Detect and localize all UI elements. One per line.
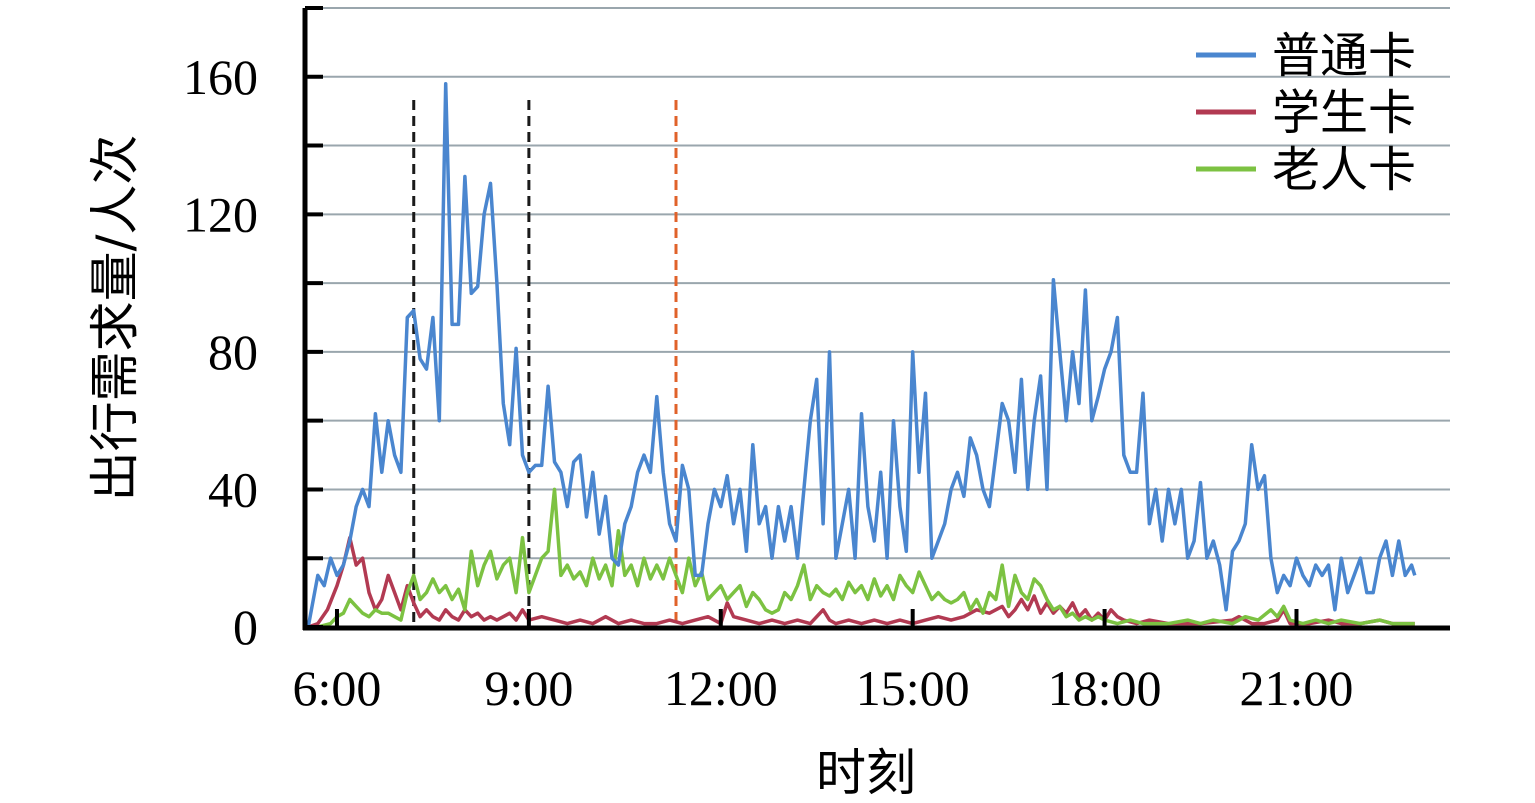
x-tick-label: 18:00 <box>1048 660 1162 716</box>
x-tick-label: 9:00 <box>484 660 573 716</box>
legend-label: 普通卡 <box>1272 28 1416 84</box>
x-tick-label: 12:00 <box>664 660 778 716</box>
y-ticks: 0 40 80 120 160 <box>183 6 323 655</box>
x-ticks: 6:00 9:00 12:00 15:00 18:00 21:00 <box>293 609 1354 716</box>
y-tick-label: 160 <box>183 49 258 105</box>
legend-label: 学生卡 <box>1272 85 1416 141</box>
x-tick-label: 6:00 <box>293 660 382 716</box>
y-tick-label: 120 <box>183 186 258 242</box>
x-tick-label: 21:00 <box>1240 660 1354 716</box>
x-axis-title: 时刻 <box>816 744 916 802</box>
legend-label: 老人卡 <box>1272 142 1416 198</box>
axes <box>302 8 1450 631</box>
y-tick-label: 80 <box>208 324 258 380</box>
y-tick-label: 0 <box>233 599 258 655</box>
series-line <box>308 487 1415 629</box>
series-line <box>307 535 1415 629</box>
y-tick-label: 40 <box>208 461 258 517</box>
reference-lines <box>412 100 678 627</box>
series-line <box>306 81 1417 628</box>
series-lines <box>306 81 1417 629</box>
x-tick-label: 15:00 <box>856 660 970 716</box>
y-axis-title: 出行需求量/人次 <box>86 135 144 502</box>
